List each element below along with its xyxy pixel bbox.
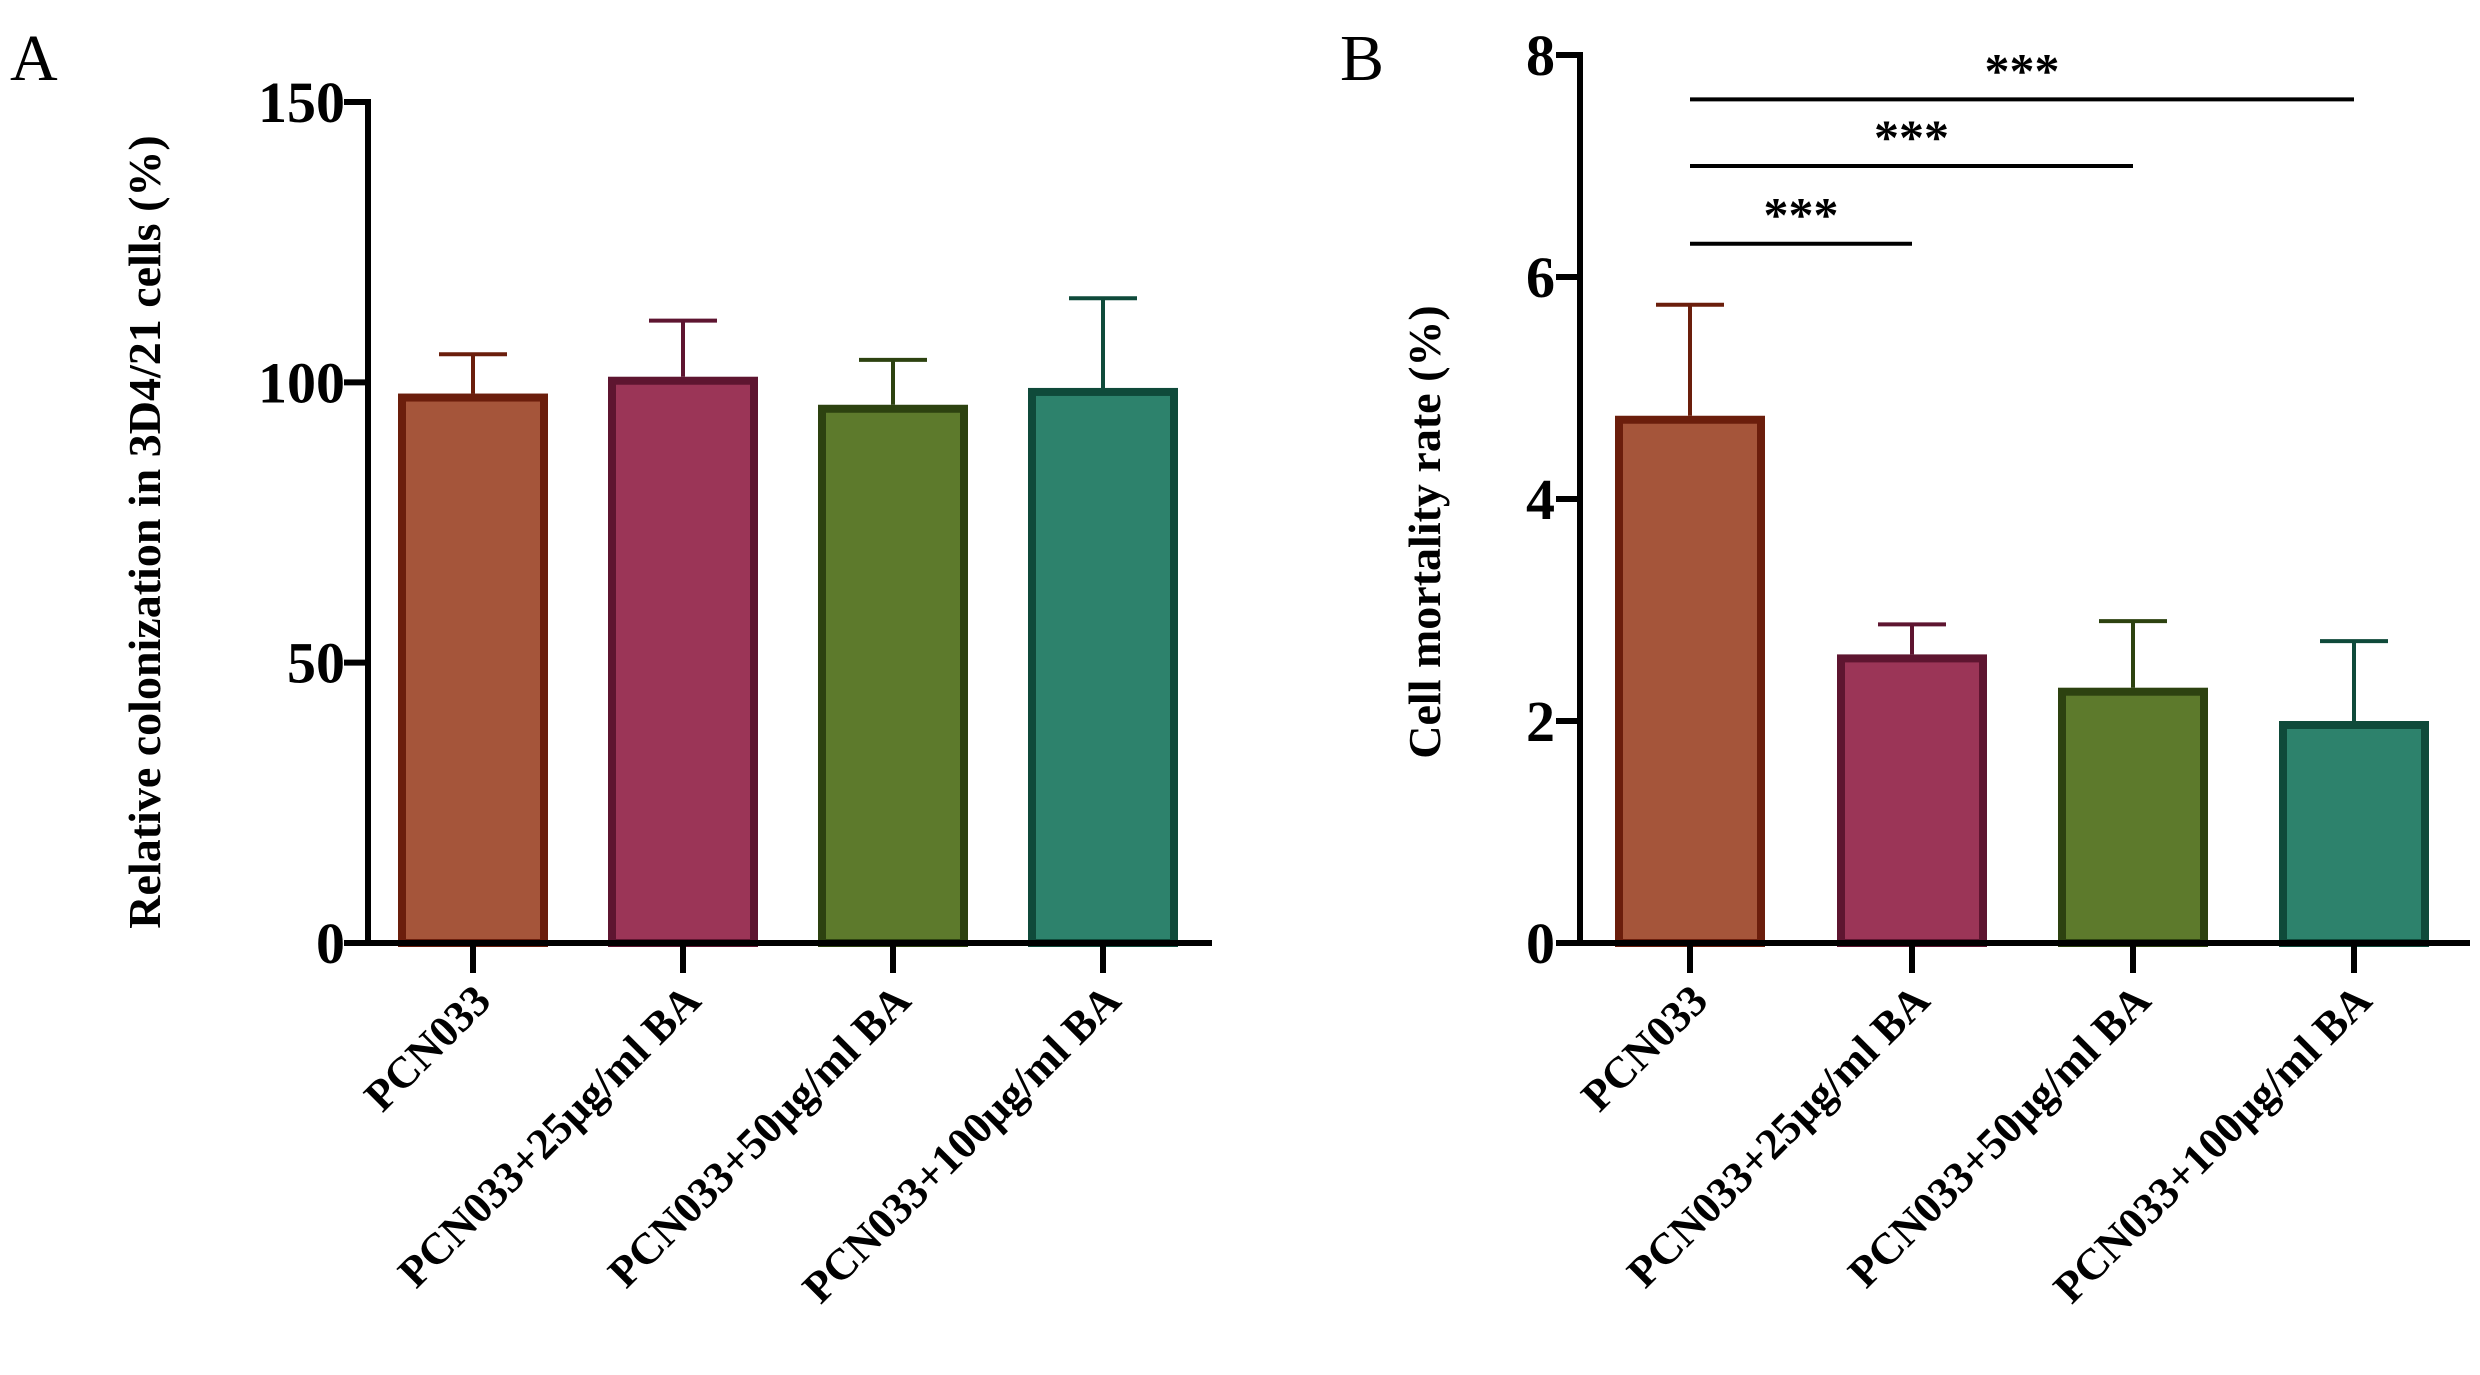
- panel-a-bar: [398, 393, 548, 947]
- panel-a-bar: [818, 404, 968, 947]
- panel-b-y-tick-label: 4: [1526, 467, 1555, 532]
- panel-b-significance-label: ***: [1764, 187, 1839, 243]
- panel-a-y-tick-label: 50: [287, 631, 345, 696]
- panel-a-y-ticks: 0 50 100 150: [258, 70, 368, 976]
- panel-b-bars: [1615, 415, 2429, 948]
- panel-a-bar: [1028, 387, 1178, 947]
- panel-a-y-tick-label: 150: [258, 70, 345, 135]
- panel-a-category-label: PCN033: [355, 975, 500, 1120]
- panel-b-y-tick-label: 8: [1526, 23, 1555, 88]
- panel-b-category-label: PCN033: [1572, 975, 1717, 1120]
- panel-a-axes: [365, 99, 1212, 946]
- panel-b-y-tick-label: 0: [1526, 911, 1555, 976]
- panel-b-error-bars: [1656, 302, 2388, 721]
- panel-b-significance: *** *** ***: [1690, 42, 2354, 246]
- panel-b-significance-label: ***: [1985, 42, 2060, 98]
- panel-a-y-tick-label: 0: [316, 911, 345, 976]
- panel-b-bar: [2058, 687, 2208, 948]
- panel-a-error-bars: [439, 296, 1137, 405]
- panel-a-label: A: [10, 22, 58, 95]
- panel-b-label: B: [1340, 22, 1384, 95]
- panel-b-bar: [2279, 721, 2429, 947]
- panel-b-y-tick-label: 6: [1526, 245, 1555, 310]
- panel-b-bar: [1615, 415, 1765, 947]
- panel-b: B Cell mortality rate (%) 0 2 4 6 8 PCN033PC…: [1340, 22, 2470, 1312]
- panel-b-y-tick-label: 2: [1526, 689, 1555, 754]
- panel-b-axes: [1577, 52, 2470, 946]
- panel-a-bar: [608, 376, 758, 947]
- panel-a-y-axis-title: Relative colonization in 3D4/21 cells (%…: [119, 135, 170, 928]
- panel-a-y-tick-label: 100: [258, 350, 345, 415]
- panel-a: A Relative colonization in 3D4/21 cells …: [10, 22, 1212, 1312]
- panel-b-y-axis-title: Cell mortality rate (%): [1399, 305, 1450, 758]
- panel-b-bar: [1837, 654, 1987, 948]
- panel-a-bars: [398, 376, 1178, 947]
- panel-b-significance-label: ***: [1874, 109, 1949, 165]
- panel-b-y-ticks: 0 2 4 6 8: [1526, 23, 1580, 976]
